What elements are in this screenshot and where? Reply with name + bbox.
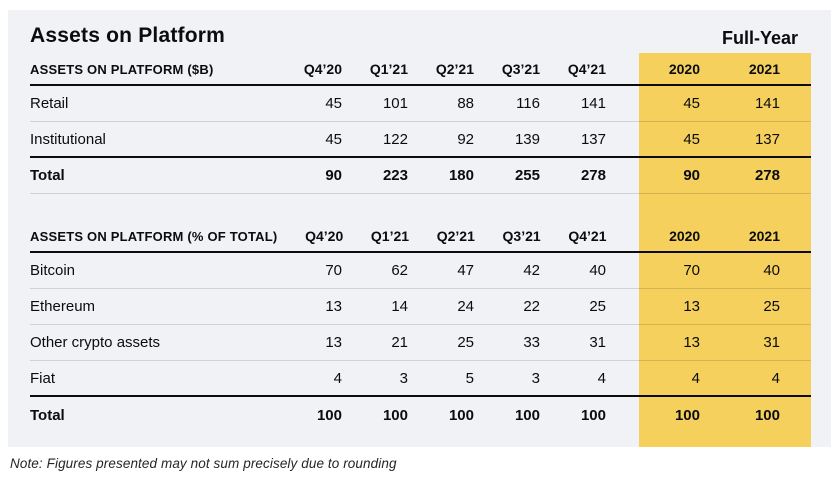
cell-value: 3 (531, 369, 540, 387)
cell-value: 25 (589, 298, 606, 315)
footnote: Note: Figures presented may not sum prec… (10, 456, 397, 471)
cell-value: 14 (391, 298, 408, 315)
row-label: Institutional (30, 130, 106, 148)
cell-value: 42 (523, 262, 540, 279)
cell-value: 5 (465, 369, 474, 387)
row-label: Total (30, 406, 65, 424)
table-row-ethereum: Ethereum 13 14 24 22 25 13 25 (30, 289, 811, 325)
cell-value: 141 (580, 95, 606, 112)
cell-value: 180 (448, 167, 474, 184)
cell-value-highlighted: 141 (754, 95, 780, 112)
table-header-row: ASSETS ON PLATFORM ($B) Q4’20 Q1’21 Q2’2… (30, 53, 811, 86)
row-label: Total (30, 167, 65, 184)
cell-value: 278 (580, 167, 606, 184)
section-header: ASSETS ON PLATFORM (% OF TOTAL) (30, 229, 278, 244)
cell-value: 139 (514, 130, 540, 148)
cell-value: 116 (516, 95, 540, 112)
cell-value: 33 (523, 334, 540, 351)
column-header-2020: 2020 (669, 228, 701, 244)
full-year-label: Full-Year (721, 28, 798, 48)
column-header-2021: 2021 (748, 61, 780, 77)
column-header-q420: Q4’20 (303, 61, 342, 77)
table-row-institutional: Institutional 45 122 92 139 137 45 137 (30, 122, 811, 158)
cell-value: 100 (316, 406, 342, 424)
cell-value: 3 (399, 369, 408, 387)
cell-value-highlighted: 13 (683, 334, 700, 351)
cell-value: 223 (382, 167, 408, 184)
cell-value: 45 (325, 95, 342, 112)
table-row-bitcoin: Bitcoin 70 62 47 42 40 70 40 (30, 253, 811, 289)
column-header-2021: 2021 (748, 228, 780, 244)
row-label: Retail (30, 95, 69, 112)
cell-value-highlighted: 40 (763, 262, 780, 279)
column-header-q121: Q1’21 (369, 61, 408, 77)
cell-value: 255 (514, 167, 540, 184)
cell-value: 100 (448, 406, 474, 424)
cell-value: 70 (325, 262, 342, 279)
cell-value: 100 (514, 406, 540, 424)
cell-value-highlighted: 45 (683, 130, 700, 148)
cell-value: 22 (523, 298, 540, 315)
table-row-total: Total 100 100 100 100 100 100 100 (30, 397, 811, 433)
cell-value: 100 (382, 406, 408, 424)
cell-value: 13 (325, 298, 342, 315)
row-label: Other crypto assets (30, 334, 161, 351)
column-header-q321: Q3’21 (502, 228, 541, 244)
cell-value-highlighted: 31 (763, 334, 780, 351)
column-header-q420: Q4’20 (305, 228, 344, 244)
page-title: Assets on Platform (30, 24, 225, 47)
cell-value-highlighted: 13 (683, 298, 700, 315)
table-row-retail: Retail 45 101 88 116 141 45 141 (30, 86, 811, 122)
cell-value: 100 (580, 406, 606, 424)
full-year-highlight-band (639, 53, 811, 447)
cell-value-highlighted: 45 (683, 95, 700, 112)
cell-value-highlighted: 278 (754, 167, 780, 184)
column-header-q421: Q4’21 (567, 61, 606, 77)
cell-value-highlighted: 25 (763, 298, 780, 315)
cell-value: 31 (589, 334, 606, 351)
cell-value-highlighted: 70 (683, 262, 700, 279)
row-label: Bitcoin (30, 262, 76, 279)
assets-table-percent: ASSETS ON PLATFORM (% OF TOTAL) Q4’20 Q1… (30, 196, 811, 433)
cell-value: 4 (333, 369, 342, 387)
cell-value: 62 (391, 262, 408, 279)
cell-value-highlighted: 137 (754, 130, 780, 148)
cell-value: 90 (325, 167, 342, 184)
table-row-total: Total 90 223 180 255 278 90 278 (30, 158, 811, 194)
cell-value: 21 (391, 334, 408, 351)
cell-value-highlighted: 4 (771, 369, 780, 387)
column-header-q421: Q4’21 (568, 228, 607, 244)
cell-value: 88 (457, 95, 474, 112)
table-panel: Assets on Platform Full-Year ASSETS ON P… (8, 10, 831, 447)
cell-value-highlighted: 4 (691, 369, 700, 387)
column-header-q321: Q3’21 (501, 61, 540, 77)
cell-value: 137 (580, 130, 606, 148)
table-row-other-crypto: Other crypto assets 13 21 25 33 31 13 31 (30, 325, 811, 361)
row-label: Ethereum (30, 298, 96, 315)
cell-value: 45 (325, 130, 342, 148)
cell-value-highlighted: 100 (674, 406, 700, 424)
cell-value-highlighted: 90 (683, 167, 700, 184)
cell-value: 122 (382, 130, 408, 148)
row-label: Fiat (30, 369, 56, 387)
column-header-q221: Q2’21 (435, 61, 474, 77)
cell-value: 92 (457, 130, 474, 148)
column-header-q221: Q2’21 (436, 228, 475, 244)
cell-value: 4 (597, 369, 606, 387)
cell-value: 24 (457, 298, 474, 315)
cell-value: 40 (589, 262, 606, 279)
column-header-q121: Q1’21 (370, 228, 410, 244)
table-header-row: ASSETS ON PLATFORM (% OF TOTAL) Q4’20 Q1… (30, 196, 811, 253)
assets-table-billions: ASSETS ON PLATFORM ($B) Q4’20 Q1’21 Q2’2… (30, 53, 811, 194)
cell-value: 101 (382, 95, 408, 112)
column-header-2020: 2020 (668, 61, 700, 77)
cell-value: 13 (325, 334, 342, 351)
cell-value-highlighted: 100 (754, 406, 780, 424)
cell-value: 25 (457, 334, 474, 351)
table-row-fiat: Fiat 4 3 5 3 4 4 4 (30, 361, 811, 397)
section-header: ASSETS ON PLATFORM ($B) (30, 62, 214, 77)
cell-value: 47 (457, 262, 474, 279)
